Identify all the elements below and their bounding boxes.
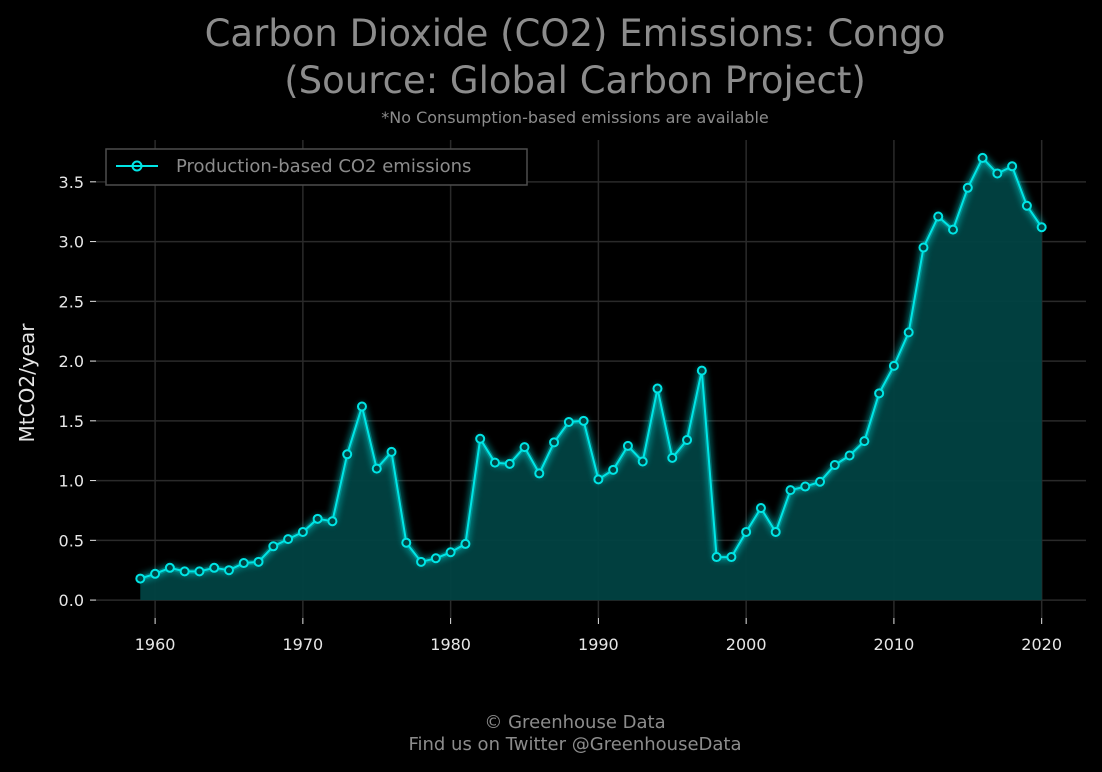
data-point-2017 <box>992 168 1003 179</box>
data-point-1974 <box>356 401 367 412</box>
data-point-1968 <box>268 541 279 552</box>
y-tick-label-0.5: 0.5 <box>59 531 84 550</box>
data-point-1969 <box>283 534 294 545</box>
data-point-1989 <box>578 415 589 426</box>
y-tick-label-3.0: 3.0 <box>59 233 84 252</box>
data-point-1965 <box>223 565 234 576</box>
x-tick-label-2020: 2020 <box>1021 635 1062 654</box>
y-tick-label-3.5: 3.5 <box>59 173 84 192</box>
data-point-1971 <box>312 513 323 524</box>
data-point-2013 <box>933 211 944 222</box>
data-point-1962 <box>179 566 190 577</box>
data-point-1975 <box>371 463 382 474</box>
y-tick-label-0.0: 0.0 <box>59 591 84 610</box>
data-point-2011 <box>903 327 914 338</box>
chart-title-line-1: Carbon Dioxide (CO2) Emissions: Congo <box>204 12 946 55</box>
x-tick-label-1990: 1990 <box>578 635 619 654</box>
chart-title-line-2: (Source: Global Carbon Project) <box>284 59 866 102</box>
data-point-2014 <box>948 224 959 235</box>
data-point-1981 <box>460 538 471 549</box>
data-point-2003 <box>785 485 796 496</box>
data-point-1963 <box>194 566 205 577</box>
data-point-1978 <box>416 556 427 567</box>
data-point-2006 <box>829 460 840 471</box>
footer-twitter: Find us on Twitter @GreenhouseData <box>408 734 742 755</box>
data-point-2004 <box>800 481 811 492</box>
data-point-1967 <box>253 556 264 567</box>
data-point-1986 <box>534 468 545 479</box>
y-axis-label: MtCO2/year <box>15 323 39 443</box>
data-point-2016 <box>977 152 988 163</box>
data-point-1998 <box>711 552 722 563</box>
data-point-1972 <box>327 516 338 527</box>
footer-copyright: © Greenhouse Data <box>484 712 666 733</box>
data-point-2002 <box>770 526 781 537</box>
x-axis-ticks: 1960 1970 1980 1990 2000 2010 2020 <box>135 618 1062 654</box>
data-point-1995 <box>667 452 678 463</box>
y-axis-ticks: 0.0 0.5 1.0 1.5 2.0 2.5 3.0 3.5 <box>59 173 96 610</box>
data-point-1961 <box>164 562 175 573</box>
x-tick-label-2000: 2000 <box>726 635 767 654</box>
x-tick-label-1970: 1970 <box>283 635 324 654</box>
data-point-2009 <box>874 388 885 399</box>
data-point-2010 <box>888 360 899 371</box>
data-point-1973 <box>342 449 353 460</box>
legend-box <box>105 148 528 186</box>
data-point-1970 <box>297 526 308 537</box>
y-tick-label-2.5: 2.5 <box>59 292 84 311</box>
data-point-1994 <box>652 383 663 394</box>
data-point-1987 <box>549 437 560 448</box>
data-point-1991 <box>608 464 619 475</box>
y-tick-label-1.0: 1.0 <box>59 472 84 491</box>
y-tick-label-1.5: 1.5 <box>59 412 84 431</box>
legend: Production-based CO2 emissions <box>105 148 528 186</box>
data-point-1983 <box>489 457 500 468</box>
data-point-1997 <box>696 365 707 376</box>
data-point-2000 <box>741 526 752 537</box>
data-point-2012 <box>918 242 929 253</box>
x-tick-label-2010: 2010 <box>874 635 915 654</box>
data-point-1988 <box>563 417 574 428</box>
data-point-1982 <box>475 433 486 444</box>
data-point-1996 <box>682 434 693 445</box>
data-point-2020 <box>1036 222 1047 233</box>
data-points <box>135 152 1047 584</box>
data-point-1993 <box>637 456 648 467</box>
series-area <box>140 157 1042 601</box>
data-point-2005 <box>815 476 826 487</box>
data-point-1980 <box>445 547 456 558</box>
data-point-2015 <box>962 182 973 193</box>
data-point-1959 <box>135 573 146 584</box>
x-tick-label-1980: 1980 <box>430 635 471 654</box>
data-point-1979 <box>430 553 441 564</box>
chart-title: Carbon Dioxide (CO2) Emissions: Congo (S… <box>0 10 1102 104</box>
data-point-1985 <box>519 442 530 453</box>
area-layer <box>140 157 1042 601</box>
data-point-2019 <box>1021 200 1032 211</box>
data-point-2008 <box>859 436 870 447</box>
data-point-1964 <box>209 562 220 573</box>
data-point-1960 <box>150 568 161 579</box>
data-point-2018 <box>1007 161 1018 172</box>
footer: © Greenhouse Data Find us on Twitter @Gr… <box>0 712 1102 756</box>
data-point-2001 <box>755 503 766 514</box>
legend-marker <box>131 160 143 172</box>
data-point-2007 <box>844 450 855 461</box>
x-tick-label-1960: 1960 <box>135 635 176 654</box>
chart-subtitle: *No Consumption-based emissions are avai… <box>381 108 769 127</box>
data-point-1992 <box>622 440 633 451</box>
legend-label: Production-based CO2 emissions <box>176 156 471 177</box>
data-point-1999 <box>726 552 737 563</box>
y-tick-label-2.0: 2.0 <box>59 352 84 371</box>
data-point-1990 <box>593 474 604 485</box>
data-point-1984 <box>504 458 515 469</box>
data-point-1966 <box>238 558 249 569</box>
emissions-chart: 1960 1970 1980 1990 2000 2010 2020 0.0 0.5 1.0 1.… <box>15 140 1086 654</box>
data-point-1977 <box>401 537 412 548</box>
data-point-1976 <box>386 446 397 457</box>
